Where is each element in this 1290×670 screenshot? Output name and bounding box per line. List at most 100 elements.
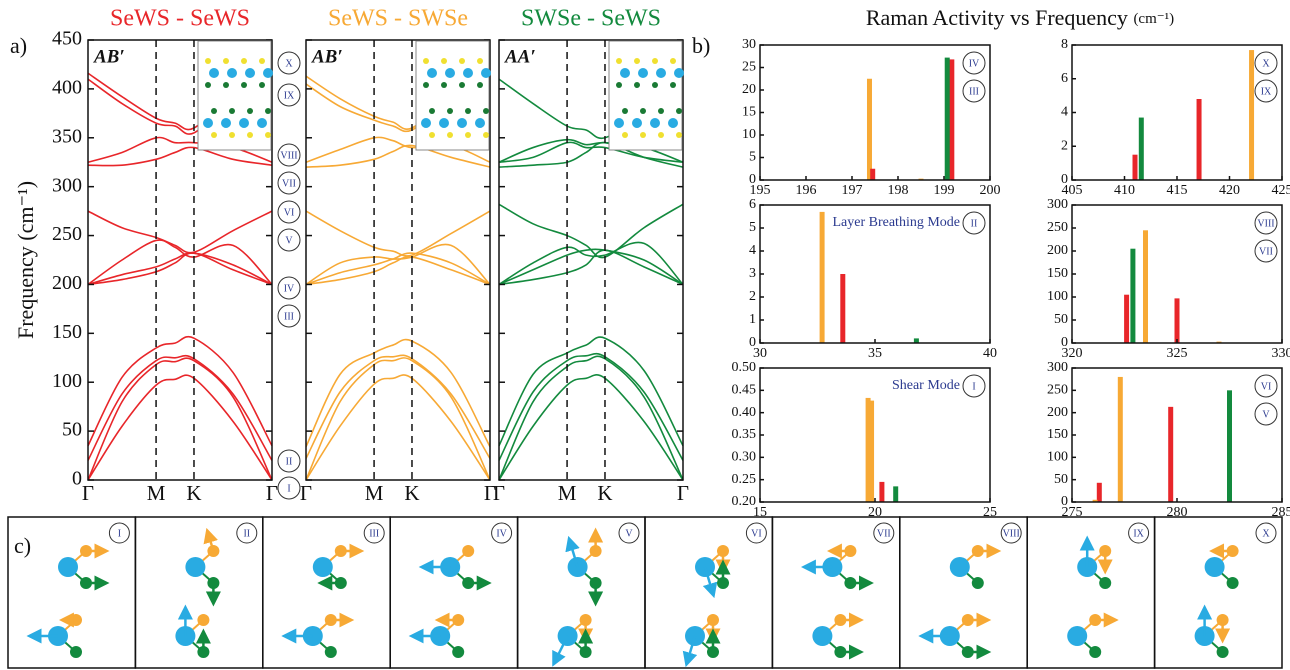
y-tick-label: 0.30: [732, 450, 757, 465]
atom: [632, 118, 642, 128]
atom: [457, 118, 467, 128]
mode-circle: [277, 51, 301, 75]
band-line: [498, 203, 684, 259]
atom: [247, 132, 253, 138]
atom: [620, 68, 630, 78]
bar: [1174, 298, 1180, 343]
bar: [1124, 294, 1130, 343]
atom: [640, 132, 646, 138]
mode-circle: [277, 476, 301, 500]
mode-circle: [1254, 79, 1278, 103]
bar: [840, 274, 846, 343]
bar: [1196, 99, 1202, 180]
mode-label: I: [118, 528, 121, 539]
mode-label: III: [284, 311, 294, 322]
bar: [819, 211, 825, 343]
bar: [949, 59, 955, 180]
band-line: [87, 252, 273, 286]
y-tick-label: 150: [52, 321, 82, 343]
y-tick-label: 0: [72, 468, 82, 490]
y-tick-label: 0.20: [732, 494, 757, 509]
mode-label: VI: [1261, 381, 1272, 392]
y-tick-label: 0: [1061, 172, 1068, 187]
x-tick-label: 415: [1167, 183, 1188, 198]
y-tick-label: 2: [1061, 138, 1068, 153]
atom-s: [462, 545, 475, 557]
displacement-arrow: [203, 527, 218, 552]
mode-circle: [618, 522, 640, 544]
atom: [670, 82, 676, 88]
atom-w: [949, 557, 970, 577]
mode-circle: [277, 228, 301, 252]
atom: [209, 68, 219, 78]
mode-circle: [1254, 211, 1278, 235]
atom: [477, 82, 483, 88]
band-line: [305, 243, 491, 286]
atom: [259, 82, 265, 88]
annotation: Layer Breathing Mode: [832, 215, 960, 230]
x-tick-label: 35: [868, 346, 882, 361]
atom: [622, 108, 628, 114]
atom: [465, 108, 471, 114]
x-tick-label: K: [404, 481, 419, 505]
bar: [1143, 230, 1148, 343]
atom-se: [1099, 577, 1112, 589]
atom: [616, 58, 622, 64]
atom: [483, 132, 489, 138]
atom: [638, 68, 648, 78]
atom: [676, 132, 682, 138]
x-tick-label: 198: [888, 183, 909, 198]
x-tick-label: 330: [1272, 346, 1290, 361]
raman-title-text: Raman Activity vs Frequency: [866, 5, 1128, 30]
bar: [879, 481, 885, 502]
y-tick-label: 5: [749, 220, 756, 235]
y-tick-label: 400: [52, 76, 82, 98]
y-tick-label: 0: [749, 335, 756, 350]
x-tick-label: 425: [1272, 183, 1290, 198]
mode-circle: [277, 276, 301, 300]
mode-circle: [277, 143, 301, 167]
plot-frame: [87, 39, 273, 481]
atom: [423, 82, 429, 88]
atom: [423, 58, 429, 64]
band-line: [498, 248, 684, 286]
y-tick-label: 20: [742, 82, 756, 97]
atom-w: [312, 557, 333, 577]
band-line: [305, 210, 491, 257]
mode-label: VIII: [1003, 528, 1020, 539]
atom: [656, 68, 666, 78]
mode-box: [1153, 516, 1283, 669]
displacement-arrow: [565, 535, 580, 568]
mode-circle: [1128, 522, 1150, 544]
y-axis-label: Frequency (cm⁻¹): [13, 181, 38, 339]
mode-label: I: [287, 483, 290, 494]
x-tick-label: 285: [1272, 505, 1290, 520]
x-tick-label: Γ: [300, 481, 312, 505]
atom: [265, 108, 271, 114]
mode-label: II: [971, 218, 978, 229]
mode-circle: [873, 522, 895, 544]
mode-label: VIII: [1257, 218, 1274, 229]
mode-label: VIII: [280, 150, 297, 161]
mode-label: IX: [284, 90, 295, 101]
atom: [245, 68, 255, 78]
x-tick-label: K: [597, 481, 612, 505]
atom: [211, 132, 217, 138]
atom-w: [812, 626, 833, 646]
y-tick-label: 0: [1061, 335, 1068, 350]
x-tick-label: Γ: [677, 481, 689, 505]
mode-label: IV: [284, 283, 295, 294]
annotation: Shear Mode: [892, 378, 960, 393]
y-tick-label: 0.25: [732, 472, 757, 487]
band-line: [498, 141, 684, 164]
x-tick-label: M: [558, 481, 577, 505]
x-tick-label: 25: [983, 505, 997, 520]
x-tick-label: 40: [983, 346, 997, 361]
atom-se: [1089, 646, 1102, 658]
y-tick-label: 100: [1047, 450, 1068, 465]
atom: [658, 108, 664, 114]
x-tick-label: 197: [842, 183, 863, 198]
atom: [211, 108, 217, 114]
band-line: [87, 252, 273, 286]
